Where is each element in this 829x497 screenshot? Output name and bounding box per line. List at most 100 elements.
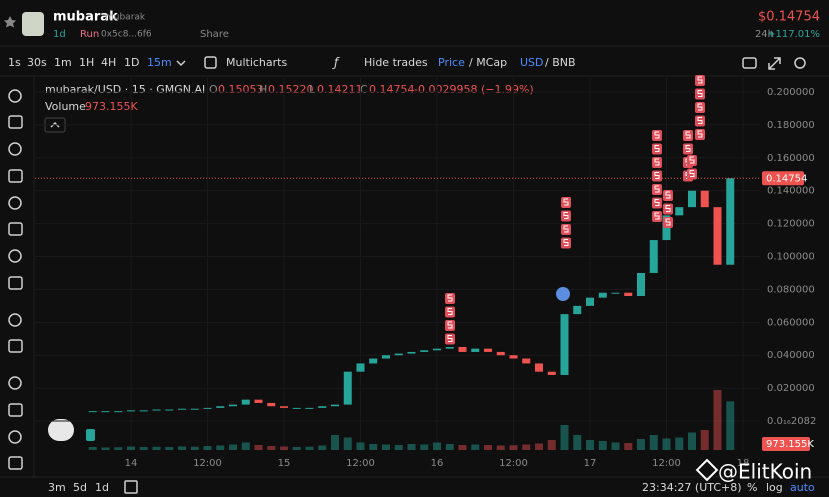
x-tick-label: 16 [431,458,444,469]
tool-icon[interactable] [8,276,23,290]
log-toggle[interactable]: log [766,481,783,494]
range-button[interactable]: 3m [48,481,66,494]
volume-bar [318,445,327,450]
usd-toggle[interactable]: USD [520,56,544,69]
percent-toggle[interactable]: % [747,481,757,494]
trade-marker-glyph [563,198,569,206]
trade-marker-glyph [697,90,703,97]
tool-icon[interactable] [8,430,22,444]
candle-body [522,358,531,364]
header-price: $0.14754 [758,10,820,25]
volume-bar [433,442,441,450]
interval-button[interactable]: 1H [79,56,94,69]
price-toggle[interactable]: Price [438,56,465,69]
y-tick-label: 0.020000 [767,383,815,394]
volume-bar [280,446,288,450]
tool-icon[interactable] [8,142,22,156]
candle-body [382,355,390,359]
trade-marker-glyph [697,103,703,111]
volume-bar [127,446,135,450]
tool-icon[interactable] [8,403,23,417]
candle-body [152,409,161,411]
token-address[interactable]: 0x5c8...6f6 [101,30,152,40]
volume-bar [586,440,594,450]
candle-body [178,408,186,410]
volume-bar [292,447,301,450]
auto-toggle[interactable]: auto [790,481,815,494]
interval-dropdown[interactable] [176,60,186,67]
candle-body [445,347,454,349]
x-tick-label: 12:00 [652,458,681,469]
calendar-icon[interactable] [124,480,138,494]
tool-icon[interactable] [8,249,22,263]
interval-button[interactable]: 1D [124,56,139,69]
volume-bar [331,435,339,450]
trade-marker-glyph [689,170,695,177]
ohlc-value: 0.14754 [369,83,415,96]
trade-marker-glyph [654,185,660,193]
candle-body [356,363,365,372]
candle-body [254,399,263,403]
candle-body [573,305,582,315]
y-tick-label: 0.180000 [767,120,815,131]
tool-icon[interactable] [8,339,23,353]
token-age: 1d [53,29,66,40]
share-button[interactable]: Share [200,29,229,40]
settings-icon[interactable] [794,57,806,69]
range-button[interactable]: 1d [95,481,109,494]
volume-value: 973.155K [85,100,138,113]
y-tick-label: 0.140000 [767,186,815,197]
tool-icon[interactable] [8,115,23,129]
y-tick-label: 0.120000 [767,219,815,230]
trade-marker-glyph [563,239,569,246]
volume-bar [356,442,365,450]
range-button[interactable]: 5d [73,481,87,494]
trade-marker-glyph [654,158,660,166]
interval-button[interactable]: 30s [27,56,47,69]
camera-icon[interactable] [742,57,757,69]
ohlc-delta: -0.0029958 (−1.99%) [414,83,534,96]
bnb-toggle[interactable]: / BNB [545,56,576,69]
tool-icon[interactable] [8,456,23,470]
candle-body [369,358,378,364]
tool-icon[interactable] [8,313,22,327]
volume-bar [662,438,671,450]
candle-body [637,272,645,297]
star-icon[interactable] [4,16,16,28]
candle-body [407,351,416,354]
tool-icon[interactable] [8,376,22,390]
hide-trades-button[interactable]: Hide trades [364,56,428,69]
candle-body [101,411,110,413]
plot [35,78,760,450]
volume-bar [471,444,480,450]
interval-button[interactable]: 1m [54,56,72,69]
y-tick-label: 0.080000 [767,284,815,295]
interval-button[interactable]: 4H [101,56,116,69]
candle-body [688,190,696,208]
tool-icon[interactable] [8,169,23,183]
trade-marker-glyph [447,335,453,342]
trade-marker-glyph [697,117,703,124]
volume-bar [152,446,161,450]
mcap-toggle[interactable]: / MCap [469,56,507,69]
indicator-icon[interactable]: ƒ [332,56,340,70]
interval-button[interactable]: 15m [147,56,172,69]
mint-marker [556,287,570,301]
header-change: +117.01% [767,29,820,40]
x-tick-label: 15 [278,458,291,469]
tool-icon[interactable] [8,89,22,103]
tool-icon[interactable] [8,196,22,210]
x-tick-label: 14 [125,458,138,469]
volume-bar [241,442,250,450]
volume-bar [305,446,314,450]
multicharts-button[interactable]: Multicharts [226,56,287,69]
volume-bar [216,445,225,450]
candle-body [216,406,225,408]
multicharts-icon [204,56,217,69]
expand-icon[interactable] [768,57,781,70]
volume-bar [229,444,237,450]
trade-marker-glyph [654,131,660,139]
interval-button[interactable]: 1s [8,56,21,69]
ohlc-key: L [309,83,316,96]
tool-icon[interactable] [8,222,23,236]
